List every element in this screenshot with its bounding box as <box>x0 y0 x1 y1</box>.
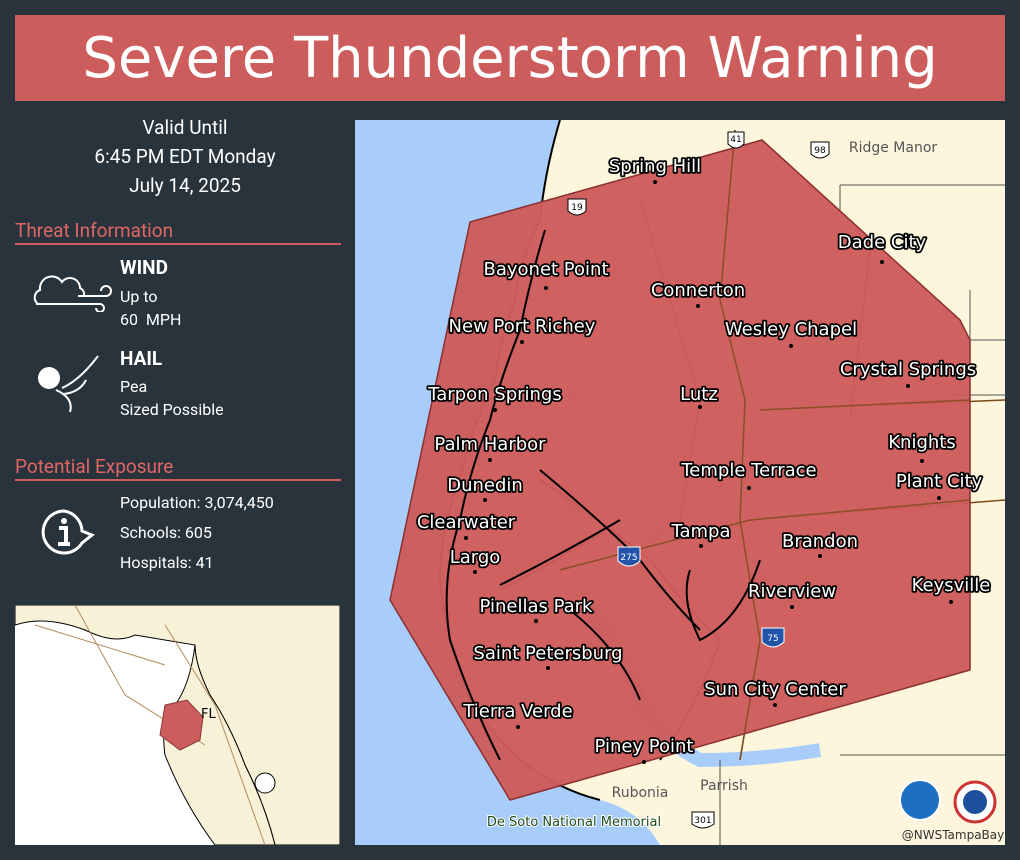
inset-label: FL <box>201 707 216 722</box>
hail-icon <box>38 355 99 413</box>
city-label: Clearwater <box>417 512 516 533</box>
threat-text: 60 MPH <box>120 310 182 329</box>
minor-label: Parrish <box>700 778 748 794</box>
city-label: Temple Terrace <box>680 460 816 481</box>
city-label: New Port Richey <box>449 316 596 337</box>
exposure-text: Population: 3,074,450 <box>120 493 274 512</box>
city-label: Palm Harbor <box>434 434 546 455</box>
valid-line: July 14, 2025 <box>129 174 241 197</box>
city-label: Connerton <box>651 280 745 301</box>
city-label: Lutz <box>680 384 718 405</box>
road-shield: 41 <box>730 135 741 145</box>
city-label: Keysville <box>912 575 991 596</box>
nws-logo-inner <box>963 790 987 814</box>
minor-label: De Soto National Memorial <box>487 815 661 830</box>
city-label: Pinellas Park <box>480 596 594 617</box>
minor-label: Ridge Manor <box>849 140 938 156</box>
title: Severe Thunderstorm Warning <box>82 25 938 91</box>
credit: @NWSTampaBay <box>902 828 1005 842</box>
noaa-logo <box>899 779 941 821</box>
city-label: Tampa <box>670 521 730 542</box>
city-label: Knights <box>888 432 955 453</box>
inset-map: FL <box>15 605 340 845</box>
title-bar: Severe Thunderstorm Warning <box>15 15 1005 101</box>
section-heading: Threat Information <box>15 219 341 245</box>
minor-label: Rubonia <box>612 785 669 801</box>
threat-label: HAIL <box>120 347 163 370</box>
city-label: Wesley Chapel <box>725 319 857 340</box>
exposure-text: Schools: 605 <box>120 523 212 542</box>
exposure-text: Hospitals: 41 <box>120 553 214 572</box>
section-heading: Potential Exposure <box>15 455 341 481</box>
road-shield: 275 <box>620 553 637 563</box>
city-label: Crystal Springs <box>840 359 976 380</box>
valid-line: 6:45 PM EDT Monday <box>94 145 276 168</box>
city-label: Tarpon Springs <box>427 384 561 405</box>
city-label: Piney Point <box>594 736 693 757</box>
city-label: Dunedin <box>447 475 523 496</box>
city-label: Largo <box>450 547 501 568</box>
road-shield: 98 <box>814 146 826 156</box>
city-label: Sun City Center <box>704 679 846 700</box>
city-label: Bayonet Point <box>484 259 609 280</box>
city-label: Plant City <box>896 471 983 492</box>
info-icon <box>41 509 95 555</box>
threat-label: WIND <box>120 256 168 279</box>
road-shield: 19 <box>571 203 583 213</box>
threat-text: Pea <box>120 377 148 396</box>
city-label: Tierra Verde <box>462 701 572 722</box>
threat-text: Sized Possible <box>120 400 224 419</box>
warning-map: 41 98 19 275 75 301 Spring Hill Bayonet P… <box>355 120 1005 845</box>
city-label: Spring Hill <box>609 156 701 177</box>
city-label: Saint Petersburg <box>473 643 622 664</box>
wind-icon <box>33 275 112 312</box>
city-label: Riverview <box>748 581 836 602</box>
valid-line: Valid Until <box>142 116 228 139</box>
shields: 41 98 19 275 75 301 <box>567 131 830 829</box>
city-label: Brandon <box>782 531 858 552</box>
road-shield: 75 <box>767 634 778 644</box>
threat-text: Up to <box>120 287 158 306</box>
city-label: Dade City <box>838 232 927 253</box>
road-shield: 301 <box>694 816 711 826</box>
